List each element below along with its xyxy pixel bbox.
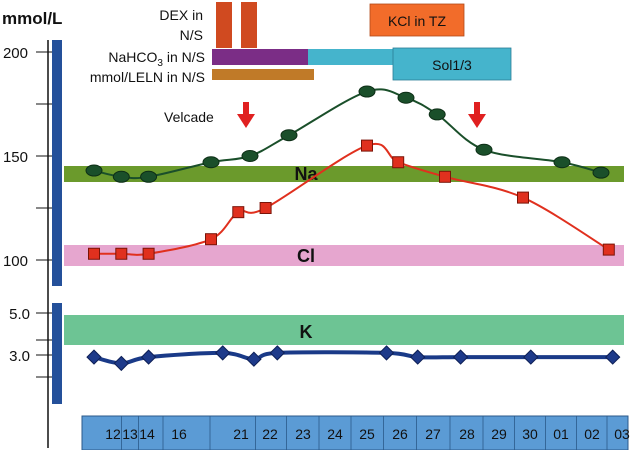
point-k: [523, 349, 539, 365]
y-tick-label: 200: [3, 45, 28, 62]
treatment-label-sol: Sol1/3: [432, 57, 472, 73]
y-tick-label: 100: [3, 253, 28, 270]
velcade-label: Velcade: [164, 109, 214, 125]
y-axis-bar-upper: [52, 40, 62, 286]
x-tick-label: 29: [491, 426, 507, 442]
treatment-label-nahco3: NaHCO3 in N/S: [108, 49, 205, 69]
point-na: [428, 108, 446, 121]
point-k: [214, 345, 231, 361]
point-na: [202, 156, 220, 169]
y-axis-bar-lower: [52, 303, 62, 404]
x-axis-strip: [81, 415, 629, 451]
treatment-label-leln: mmol/LELN in N/S: [90, 69, 205, 85]
x-tick-label: 26: [392, 426, 408, 442]
x-tick-label: 24: [327, 426, 343, 442]
treatment-bar-leln: [212, 69, 314, 80]
velcade-arrow: [474, 102, 480, 116]
x-tick-label: 22: [262, 426, 278, 442]
x-tick-label: 27: [425, 426, 441, 442]
y-tick-label: 150: [3, 149, 28, 166]
point-na: [475, 143, 493, 156]
x-tick-label: 14: [139, 426, 155, 442]
point-na: [280, 129, 298, 142]
point-k: [140, 349, 157, 365]
band-na: [64, 166, 624, 182]
point-na: [358, 85, 376, 98]
point-cl: [205, 233, 217, 246]
point-na: [112, 170, 130, 183]
point-na: [592, 166, 610, 179]
point-k: [604, 349, 621, 365]
x-tick-label: 16: [171, 426, 187, 442]
x-tick-label: 21: [233, 426, 249, 442]
treatment-bar-nahco3: [212, 49, 308, 65]
point-cl: [142, 247, 155, 260]
treatment-bar-dex: [241, 2, 257, 48]
x-tick-label: 23: [295, 426, 311, 442]
treatment-label-dex: DEX in: [159, 7, 203, 23]
point-k: [409, 349, 426, 365]
point-k: [269, 345, 286, 361]
treatment-label-dex: N/S: [180, 27, 203, 43]
treatment-bar-dex: [216, 2, 232, 48]
point-na: [241, 150, 259, 162]
point-k: [378, 345, 395, 361]
point-k: [86, 349, 102, 365]
point-cl: [232, 206, 245, 219]
treatment-box-sol: [392, 47, 512, 81]
point-cl: [115, 247, 128, 260]
point-cl: [517, 191, 529, 204]
x-tick-label: 25: [359, 426, 375, 442]
x-tick-label: 01: [553, 426, 569, 442]
x-tick-label: 28: [459, 426, 475, 442]
point-na: [553, 156, 571, 169]
band-cl: [64, 245, 624, 266]
point-na: [140, 170, 158, 183]
band-k: [64, 315, 624, 345]
velcade-arrow: [468, 114, 486, 128]
y-axis-label: mmol/L: [2, 9, 62, 28]
treatment-bar-sol: [308, 49, 394, 65]
velcade-arrow: [243, 102, 249, 116]
point-cl: [361, 139, 373, 152]
band-label-k: K: [300, 322, 313, 342]
point-na: [85, 164, 103, 177]
point-k: [452, 349, 469, 365]
velcade-arrow: [237, 114, 255, 128]
y-tick-label: 3.0: [9, 348, 30, 365]
series-line-cl: [94, 142, 610, 256]
band-label-cl: Cl: [297, 246, 315, 266]
y-tick-label: 5.0: [9, 306, 30, 323]
series-line-na: [93, 88, 602, 180]
point-k: [113, 355, 130, 372]
point-cl: [439, 170, 451, 183]
x-tick-label: 12: [105, 426, 121, 442]
treatment-box-kcl: [369, 3, 465, 37]
x-tick-label: 30: [522, 426, 538, 442]
point-k: [246, 351, 262, 367]
x-tick-label: 13: [122, 426, 138, 442]
treatment-label-kcl: KCl in TZ: [388, 13, 447, 29]
point-cl: [88, 247, 100, 260]
point-cl: [602, 243, 615, 256]
point-cl: [392, 156, 405, 169]
x-tick-label: 02: [584, 426, 600, 442]
x-tick-label: 03: [614, 426, 630, 442]
point-na: [397, 91, 415, 104]
point-cl: [259, 202, 272, 214]
